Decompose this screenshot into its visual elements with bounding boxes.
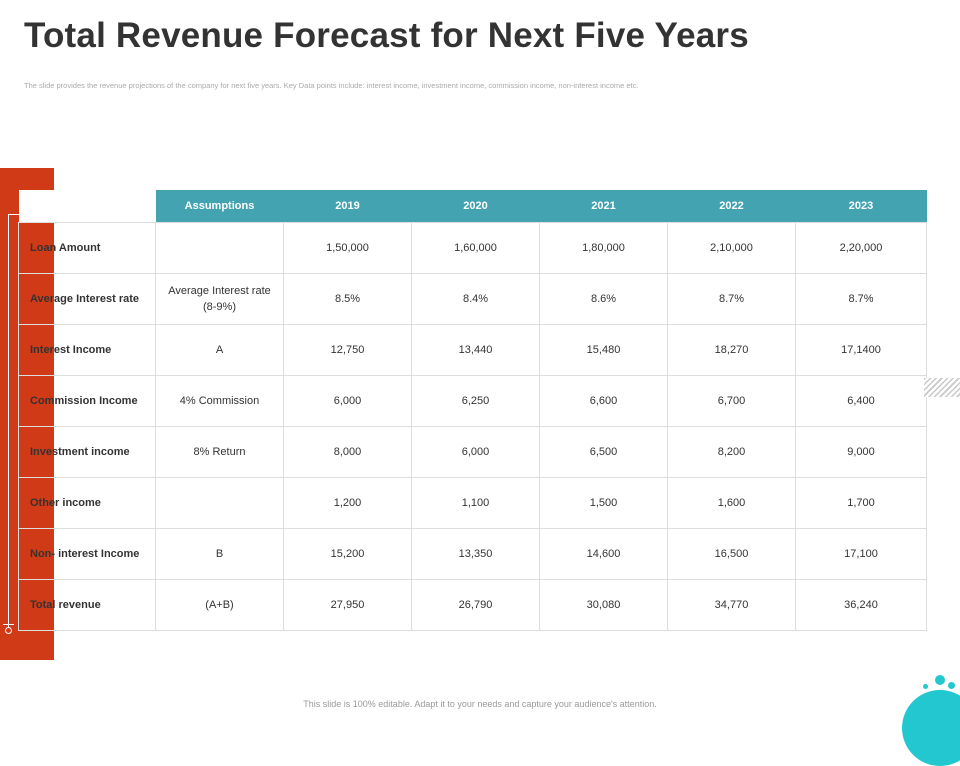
value-cell: 6,600 xyxy=(539,375,668,427)
slide-footer: This slide is 100% editable. Adapt it to… xyxy=(303,699,657,709)
revenue-table-container: Assumptions 2019 2020 2021 2022 2023 Loa… xyxy=(18,190,927,631)
table-row: Other income 1,200 1,100 1,500 1,600 1,700 xyxy=(18,477,927,529)
row-label: Loan Amount xyxy=(18,222,156,274)
header-year: 2019 xyxy=(283,190,412,223)
table-row: Investment income 8% Return 8,000 6,000 6,50… xyxy=(18,426,927,478)
value-cell: 8.6% xyxy=(539,273,668,325)
value-cell: 8.7% xyxy=(795,273,927,325)
value-cell: 34,770 xyxy=(667,579,796,631)
value-cell: 6,000 xyxy=(283,375,412,427)
row-label: Investment income xyxy=(18,426,156,478)
assumption-cell xyxy=(155,222,284,274)
header-assumptions: Assumptions xyxy=(155,190,284,223)
value-cell: 8,200 xyxy=(667,426,796,478)
value-cell: 14,600 xyxy=(539,528,668,580)
bracket-dot xyxy=(5,627,12,634)
value-cell: 1,50,000 xyxy=(283,222,412,274)
decor-dot xyxy=(935,675,945,685)
row-label: Other income xyxy=(18,477,156,529)
value-cell: 9,000 xyxy=(795,426,927,478)
header-year: 2020 xyxy=(411,190,540,223)
value-cell: 6,700 xyxy=(667,375,796,427)
value-cell: 8,000 xyxy=(283,426,412,478)
row-label: Commission Income xyxy=(18,375,156,427)
value-cell: 17,1400 xyxy=(795,324,927,376)
table-row: Average Interest rate Average Interest ra… xyxy=(18,273,927,325)
table-header-row: Assumptions 2019 2020 2021 2022 2023 xyxy=(18,190,927,223)
header-year: 2021 xyxy=(539,190,668,223)
row-label: Total revenue xyxy=(18,579,156,631)
value-cell: 13,350 xyxy=(411,528,540,580)
row-label: Non- interest Income xyxy=(18,528,156,580)
decor-dot xyxy=(948,682,955,689)
table-row: Total revenue (A+B) 27,950 26,790 30,080 34,7… xyxy=(18,579,927,631)
value-cell: 16,500 xyxy=(667,528,796,580)
slide-subtitle: The slide provides the revenue projectio… xyxy=(24,81,639,90)
value-cell: 15,480 xyxy=(539,324,668,376)
header-year: 2022 xyxy=(667,190,796,223)
value-cell: 8.7% xyxy=(667,273,796,325)
bracket-tick xyxy=(3,624,14,625)
assumption-cell: B xyxy=(155,528,284,580)
table-row: Commission Income 4% Commission 6,000 6,250… xyxy=(18,375,927,427)
value-cell: 17,100 xyxy=(795,528,927,580)
hatch-decoration xyxy=(924,378,960,397)
assumption-cell: A xyxy=(155,324,284,376)
value-cell: 1,100 xyxy=(411,477,540,529)
value-cell: 1,500 xyxy=(539,477,668,529)
table-row: Non- interest Income B 15,200 13,350 14,600 1… xyxy=(18,528,927,580)
assumption-cell: Average Interest rate (8-9%) xyxy=(155,273,284,325)
value-cell: 26,790 xyxy=(411,579,540,631)
value-cell: 1,700 xyxy=(795,477,927,529)
value-cell: 8.5% xyxy=(283,273,412,325)
value-cell: 2,10,000 xyxy=(667,222,796,274)
value-cell: 1,600 xyxy=(667,477,796,529)
value-cell: 1,60,000 xyxy=(411,222,540,274)
value-cell: 13,440 xyxy=(411,324,540,376)
value-cell: 27,950 xyxy=(283,579,412,631)
header-year: 2023 xyxy=(795,190,927,223)
value-cell: 6,250 xyxy=(411,375,540,427)
value-cell: 8.4% xyxy=(411,273,540,325)
decor-dot xyxy=(923,684,928,689)
revenue-forecast-table: Assumptions 2019 2020 2021 2022 2023 Loa… xyxy=(18,190,927,631)
value-cell: 36,240 xyxy=(795,579,927,631)
table-row: Loan Amount 1,50,000 1,60,000 1,80,000 2,10,… xyxy=(18,222,927,274)
value-cell: 6,500 xyxy=(539,426,668,478)
value-cell: 1,80,000 xyxy=(539,222,668,274)
value-cell: 1,200 xyxy=(283,477,412,529)
slide-title: Total Revenue Forecast for Next Five Yea… xyxy=(24,16,749,55)
value-cell: 6,000 xyxy=(411,426,540,478)
value-cell: 2,20,000 xyxy=(795,222,927,274)
value-cell: 15,200 xyxy=(283,528,412,580)
value-cell: 18,270 xyxy=(667,324,796,376)
assumption-cell: 8% Return xyxy=(155,426,284,478)
header-blank xyxy=(18,190,156,223)
value-cell: 12,750 xyxy=(283,324,412,376)
assumption-cell: 4% Commission xyxy=(155,375,284,427)
assumption-cell: (A+B) xyxy=(155,579,284,631)
assumption-cell xyxy=(155,477,284,529)
bracket-line xyxy=(8,214,19,631)
table-row: Interest Income A 12,750 13,440 15,480 18,270… xyxy=(18,324,927,376)
row-label: Interest Income xyxy=(18,324,156,376)
value-cell: 6,400 xyxy=(795,375,927,427)
value-cell: 30,080 xyxy=(539,579,668,631)
row-label: Average Interest rate xyxy=(18,273,156,325)
